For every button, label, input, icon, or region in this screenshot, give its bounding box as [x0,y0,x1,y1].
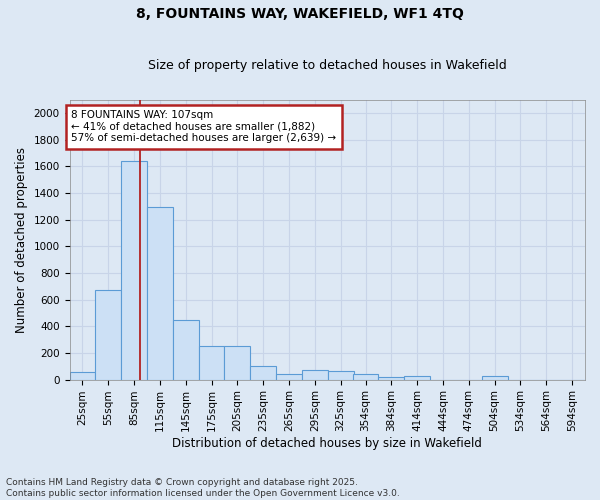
Bar [147,207,173,380]
Bar [95,290,121,380]
Bar [353,374,379,380]
Bar [404,376,430,380]
Title: Size of property relative to detached houses in Wakefield: Size of property relative to detached ho… [148,59,506,72]
Bar [276,374,302,380]
Bar [173,320,199,380]
Bar [70,372,95,380]
Bar [482,376,508,380]
Text: 8 FOUNTAINS WAY: 107sqm
← 41% of detached houses are smaller (1,882)
57% of semi: 8 FOUNTAINS WAY: 107sqm ← 41% of detache… [71,110,337,144]
Text: Contains HM Land Registry data © Crown copyright and database right 2025.
Contai: Contains HM Land Registry data © Crown c… [6,478,400,498]
Y-axis label: Number of detached properties: Number of detached properties [15,146,28,332]
Bar [199,346,224,380]
X-axis label: Distribution of detached houses by size in Wakefield: Distribution of detached houses by size … [172,437,482,450]
Bar [328,371,353,380]
Bar [250,366,276,380]
Bar [302,370,328,380]
Bar [224,346,250,380]
Text: 8, FOUNTAINS WAY, WAKEFIELD, WF1 4TQ: 8, FOUNTAINS WAY, WAKEFIELD, WF1 4TQ [136,8,464,22]
Bar [121,161,147,380]
Bar [379,377,404,380]
